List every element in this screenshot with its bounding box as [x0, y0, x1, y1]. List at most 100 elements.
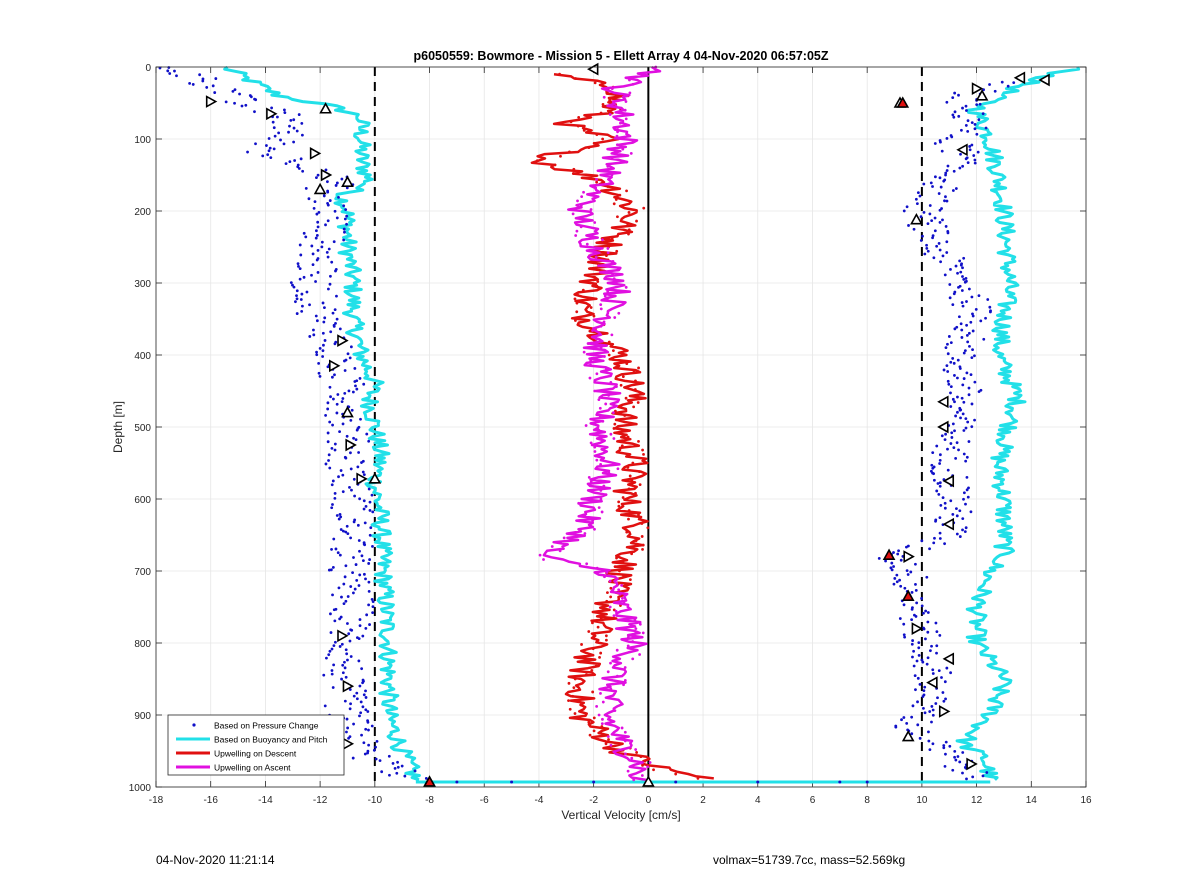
- data-point: [961, 266, 964, 270]
- data-point: [950, 436, 954, 439]
- data-point: [569, 120, 573, 124]
- data-point: [326, 431, 330, 435]
- data-point: [354, 563, 358, 566]
- data-point: [346, 622, 349, 625]
- data-point: [931, 668, 935, 672]
- data-point: [593, 445, 597, 449]
- data-point: [582, 350, 586, 354]
- triangle-marker: [205, 95, 218, 108]
- data-point: [613, 709, 617, 713]
- triangle-marker: [938, 705, 951, 718]
- data-point: [369, 526, 373, 530]
- data-point: [596, 280, 600, 283]
- data-point: [945, 137, 949, 140]
- data-point: [935, 651, 938, 655]
- data-point: [609, 586, 613, 590]
- data-point: [348, 707, 352, 711]
- data-point: [949, 360, 953, 364]
- data-point: [340, 642, 344, 646]
- data-point: [590, 668, 594, 672]
- data-point: [943, 542, 946, 546]
- data-point: [623, 730, 627, 734]
- data-point: [918, 682, 922, 686]
- data-point: [607, 340, 611, 344]
- data-point: [641, 448, 644, 452]
- data-point: [973, 354, 976, 358]
- data-point: [895, 580, 899, 584]
- data-point: [273, 134, 277, 138]
- data-point: [606, 290, 610, 294]
- data-point: [961, 304, 965, 308]
- data-point: [358, 618, 362, 621]
- data-point: [952, 115, 956, 119]
- triangle-marker: [882, 548, 896, 560]
- data-point: [328, 466, 332, 470]
- data-point: [910, 642, 914, 646]
- data-point: [607, 393, 610, 397]
- data-point: [960, 128, 963, 132]
- data-point: [951, 303, 955, 307]
- data-point: [329, 395, 332, 399]
- data-point: [591, 690, 595, 694]
- data-point: [315, 258, 319, 262]
- data-point: [964, 104, 968, 108]
- data-point: [626, 465, 630, 469]
- data-point: [921, 660, 925, 664]
- data-point: [969, 510, 973, 514]
- data-point: [357, 637, 361, 641]
- data-point: [966, 340, 970, 344]
- data-point: [937, 192, 941, 195]
- data-point: [952, 446, 956, 450]
- data-point: [335, 411, 339, 415]
- data-point: [628, 78, 631, 82]
- triangle-marker: [342, 737, 355, 751]
- data-point: [367, 743, 371, 747]
- data-point: [277, 131, 281, 135]
- data-point: [942, 179, 946, 183]
- data-point: [352, 520, 356, 524]
- data-point: [581, 288, 585, 292]
- data-point: [292, 126, 296, 130]
- data-point: [945, 199, 949, 203]
- data-point: [923, 685, 927, 689]
- data-point: [510, 780, 514, 784]
- data-point: [902, 716, 906, 719]
- data-point: [364, 504, 368, 508]
- data-point: [368, 558, 372, 561]
- data-point: [971, 348, 974, 352]
- data-point: [349, 702, 352, 706]
- data-point: [325, 656, 328, 660]
- data-point: [333, 640, 337, 644]
- data-point: [334, 269, 337, 273]
- data-point: [897, 549, 900, 553]
- data-point: [959, 322, 963, 326]
- data-point: [914, 197, 918, 201]
- chart-title: p6050559: Bowmore - Mission 5 - Ellett A…: [414, 49, 829, 63]
- data-point: [939, 260, 943, 264]
- data-point: [945, 666, 949, 670]
- data-point: [591, 329, 594, 332]
- data-point: [961, 771, 964, 775]
- x-tick-label: -18: [149, 795, 164, 806]
- data-point: [349, 345, 353, 349]
- data-point: [361, 559, 365, 563]
- data-point: [950, 431, 954, 435]
- data-point: [367, 603, 371, 607]
- data-point: [608, 98, 612, 102]
- data-point: [599, 463, 603, 466]
- data-point: [913, 674, 917, 678]
- based-on-buoyancy-and-pitch-line: [955, 66, 1081, 781]
- data-point: [604, 634, 608, 638]
- data-point: [330, 260, 334, 264]
- data-point: [341, 422, 345, 426]
- data-point: [362, 572, 366, 576]
- data-point: [214, 77, 218, 80]
- data-point: [330, 548, 333, 551]
- data-point: [625, 189, 628, 193]
- data-point: [933, 536, 936, 540]
- data-point: [930, 644, 933, 648]
- triangle-marker: [320, 168, 333, 182]
- data-point: [934, 621, 938, 625]
- data-point: [912, 649, 916, 653]
- data-point: [946, 379, 950, 383]
